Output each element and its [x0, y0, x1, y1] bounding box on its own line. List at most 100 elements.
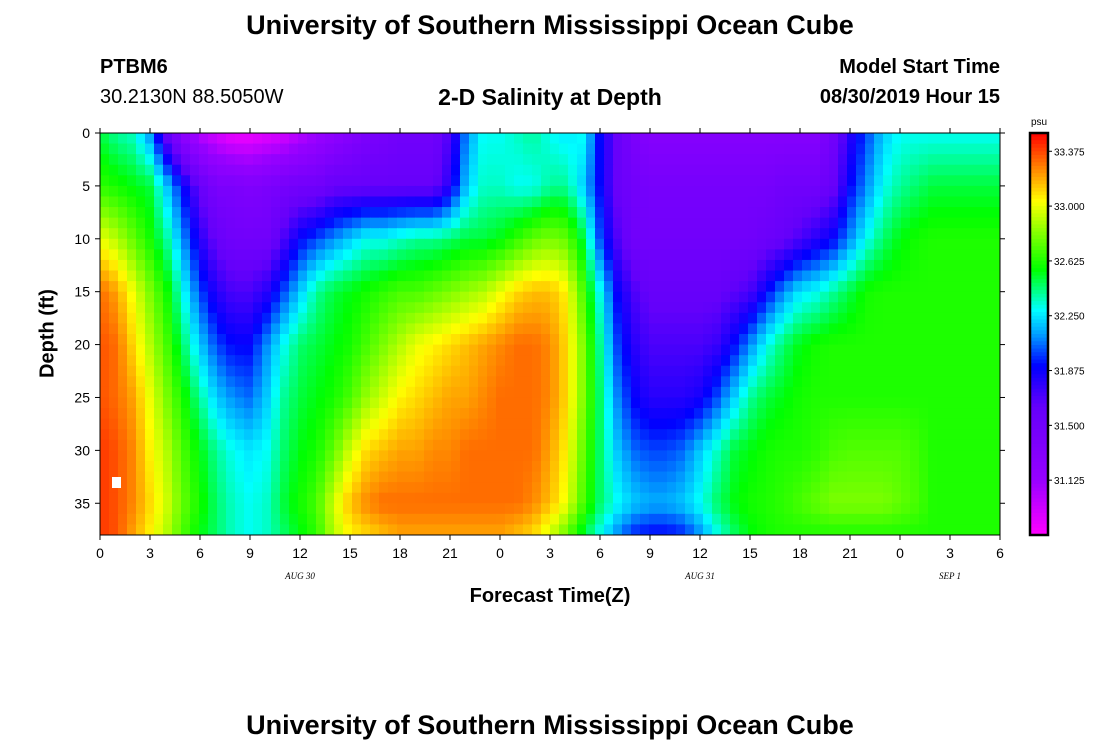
heatmap-cell	[883, 344, 893, 356]
heatmap-cell	[487, 133, 497, 145]
heatmap-cell	[217, 323, 227, 335]
heatmap-cell	[811, 312, 821, 325]
heatmap-cell	[289, 249, 299, 261]
heatmap-cell	[532, 302, 542, 314]
heatmap-cell	[703, 207, 713, 219]
heatmap-cell	[766, 249, 776, 261]
heatmap-cell	[172, 397, 182, 409]
heatmap-cell	[478, 503, 488, 515]
heatmap-cell	[658, 418, 668, 430]
x-tick-label: 15	[342, 545, 358, 561]
heatmap-cell	[325, 355, 335, 367]
heatmap-cell	[469, 185, 479, 198]
heatmap-cell	[253, 302, 263, 314]
heatmap-cell	[820, 196, 830, 208]
heatmap-cell	[532, 397, 542, 409]
heatmap-cell	[883, 450, 893, 462]
heatmap-cell	[649, 386, 659, 399]
heatmap-cell	[289, 492, 299, 504]
heatmap-cell	[172, 408, 182, 420]
heatmap-cell	[838, 365, 848, 377]
heatmap-cell	[172, 344, 182, 356]
heatmap-cell	[991, 376, 1000, 388]
heatmap-cell	[154, 133, 164, 145]
heatmap-cell	[244, 365, 254, 377]
heatmap-cell	[748, 302, 758, 314]
heatmap-cell	[613, 397, 623, 409]
heatmap-cell	[190, 312, 200, 325]
heatmap-cell	[784, 196, 794, 208]
heatmap-cell	[901, 355, 911, 367]
colorbar-swatch	[1030, 217, 1048, 222]
heatmap-cell	[847, 312, 857, 325]
heatmap-cell	[901, 259, 911, 272]
heatmap-cell	[739, 217, 749, 229]
heatmap-cell	[865, 503, 875, 515]
heatmap-cell	[820, 450, 830, 462]
heatmap-cell	[370, 408, 380, 420]
heatmap-cell	[244, 418, 254, 430]
heatmap-cell	[118, 143, 128, 155]
heatmap-cell	[505, 408, 515, 420]
heatmap-cell	[820, 418, 830, 430]
heatmap-cell	[118, 429, 128, 441]
heatmap-cell	[478, 386, 488, 399]
heatmap-cell	[271, 207, 281, 219]
heatmap-cell	[154, 249, 164, 261]
heatmap-cell	[685, 259, 695, 272]
heatmap-cell	[478, 482, 488, 494]
heatmap-cell	[703, 460, 713, 473]
heatmap-cell	[964, 270, 974, 282]
heatmap-cell	[325, 228, 335, 240]
heatmap-cell	[712, 323, 722, 335]
heatmap-cell	[856, 281, 866, 293]
heatmap-cell	[901, 185, 911, 198]
x-tick-label: 3	[546, 545, 554, 561]
heatmap-cell	[136, 418, 146, 430]
heatmap-cell	[568, 492, 578, 504]
heatmap-cell	[496, 259, 506, 272]
heatmap-cell	[847, 450, 857, 462]
heatmap-cell	[127, 334, 137, 346]
heatmap-cell	[199, 143, 209, 155]
heatmap-cell	[649, 460, 659, 473]
heatmap-cell	[298, 185, 308, 198]
heatmap-cell	[955, 513, 965, 526]
heatmap-cell	[100, 323, 110, 335]
heatmap-cell	[838, 207, 848, 219]
heatmap-cell	[397, 196, 407, 208]
heatmap-cell	[955, 524, 965, 535]
heatmap-cell	[352, 217, 362, 229]
colorbar-swatch	[1030, 162, 1048, 167]
heatmap-cell	[739, 334, 749, 346]
heatmap-cell	[757, 228, 767, 240]
heatmap-cell	[109, 143, 119, 155]
heatmap-cell	[379, 344, 389, 356]
heatmap-cell	[622, 281, 632, 293]
heatmap-cell	[172, 312, 182, 325]
heatmap-cell	[307, 133, 317, 145]
heatmap-cell	[325, 376, 335, 388]
heatmap-cell	[784, 482, 794, 494]
heatmap-cell	[703, 302, 713, 314]
heatmap-cell	[991, 492, 1000, 504]
heatmap-cell	[352, 524, 362, 535]
heatmap-cell	[892, 217, 902, 229]
colorbar-swatch	[1030, 133, 1048, 138]
heatmap-cell	[397, 259, 407, 272]
heatmap-cell	[109, 175, 119, 187]
heatmap-cell	[730, 429, 740, 441]
heatmap-cell	[379, 492, 389, 504]
colorbar-swatch	[1030, 301, 1048, 306]
heatmap-cell	[910, 418, 920, 430]
heatmap-cell	[766, 365, 776, 377]
heatmap-cell	[370, 281, 380, 293]
heatmap-cell	[910, 524, 920, 535]
heatmap-cell	[307, 334, 317, 346]
heatmap-cell	[478, 492, 488, 504]
heatmap-cell	[316, 238, 326, 250]
heatmap-cell	[397, 302, 407, 314]
heatmap-cell	[181, 238, 191, 250]
heatmap-cell	[532, 207, 542, 219]
heatmap-cell	[379, 408, 389, 420]
